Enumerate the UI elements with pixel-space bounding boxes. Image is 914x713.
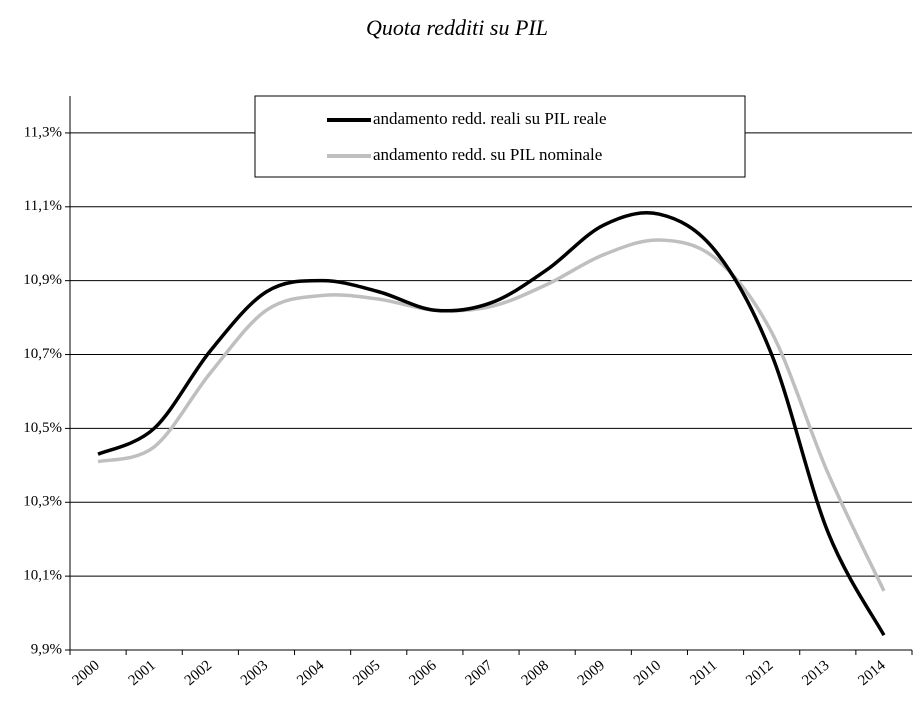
y-tick-label: 10,3% bbox=[23, 494, 62, 510]
y-tick-label: 10,9% bbox=[23, 272, 62, 288]
x-tick-label: 2001 bbox=[126, 657, 159, 689]
x-tick-label: 2005 bbox=[350, 657, 383, 689]
x-tick-label: 2011 bbox=[687, 657, 720, 688]
y-tick-label: 10,5% bbox=[23, 420, 62, 436]
x-tick-label: 2000 bbox=[70, 657, 103, 689]
x-tick-label: 2006 bbox=[406, 657, 440, 689]
legend-box bbox=[254, 95, 746, 178]
line-series bbox=[97, 211, 886, 637]
x-tick-label: 2012 bbox=[743, 657, 776, 689]
x-tick-label: 2010 bbox=[631, 657, 664, 689]
x-tick-label: 2003 bbox=[238, 657, 271, 689]
y-tick-label: 9,9% bbox=[31, 641, 62, 657]
x-tick-label: 2007 bbox=[463, 657, 497, 689]
x-tick-label: 2009 bbox=[575, 657, 608, 689]
y-tick-label: 10,1% bbox=[23, 568, 62, 584]
legend-label: andamento redd. reali su PIL reale bbox=[373, 109, 607, 128]
x-tick-label: 2002 bbox=[182, 657, 215, 689]
y-tick-label: 11,1% bbox=[24, 198, 62, 214]
x-tick-label: 2014 bbox=[855, 657, 889, 689]
y-tick-label: 10,7% bbox=[23, 346, 62, 362]
x-tick-label: 2004 bbox=[294, 657, 328, 689]
legend-label: andamento redd. su PIL nominale bbox=[373, 145, 602, 164]
y-tick-label: 11,3% bbox=[24, 124, 62, 140]
line-series bbox=[97, 238, 886, 592]
chart-title: Quota redditi su PIL bbox=[366, 15, 548, 40]
x-tick-label: 2013 bbox=[799, 657, 832, 689]
x-tick-label: 2008 bbox=[519, 657, 552, 689]
